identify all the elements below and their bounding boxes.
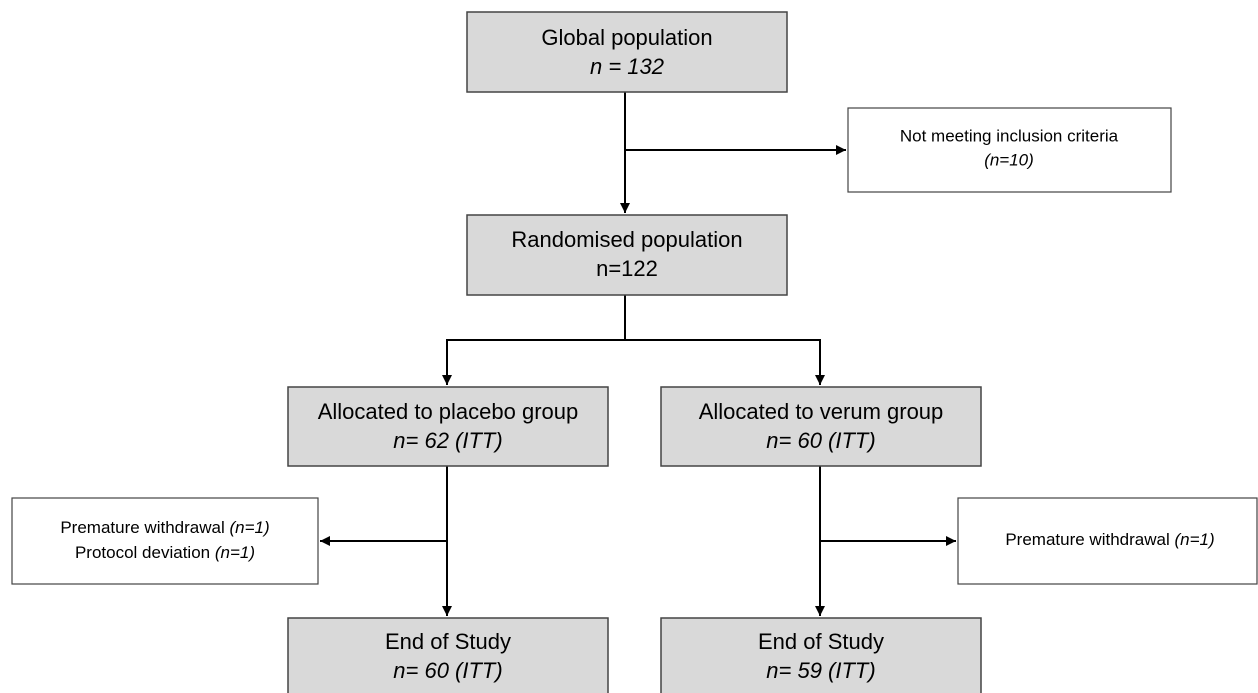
box (957, 497, 1258, 585)
node-detail: n= 59 (ITT) (766, 658, 875, 683)
line-text: Protocol deviation (75, 543, 210, 562)
box (287, 386, 609, 467)
box (466, 214, 788, 296)
node-title: Global population (541, 25, 712, 50)
node-title: Allocated to placebo group (318, 399, 579, 424)
node-detail: (n=10) (984, 150, 1034, 169)
node-line: Premature withdrawal (n=1) (60, 518, 269, 537)
line-note: (n=1) (229, 518, 269, 537)
connectors (320, 92, 956, 616)
node-detail: n= 60 (ITT) (393, 658, 502, 683)
box (287, 617, 609, 693)
line-text: Premature withdrawal (1005, 530, 1169, 549)
node-title: Not meeting inclusion criteria (900, 126, 1119, 145)
box (11, 497, 319, 585)
line-note: (n=1) (215, 543, 255, 562)
node-title: End of Study (758, 629, 884, 654)
line-note: (n=1) (1174, 530, 1214, 549)
box (660, 386, 982, 467)
box (466, 11, 788, 93)
node-detail: n= 62 (ITT) (393, 428, 502, 453)
line-text: Premature withdrawal (60, 518, 224, 537)
node-title: Randomised population (511, 227, 742, 252)
node-detail: n= 60 (ITT) (766, 428, 875, 453)
node-title: Allocated to verum group (699, 399, 944, 424)
node-detail: n=122 (596, 256, 658, 281)
box (847, 107, 1172, 193)
node-detail: n = 132 (590, 54, 664, 79)
box (660, 617, 982, 693)
node-line: Protocol deviation (n=1) (75, 543, 255, 562)
node-line: Premature withdrawal (n=1) (1005, 530, 1214, 549)
node-title: End of Study (385, 629, 511, 654)
